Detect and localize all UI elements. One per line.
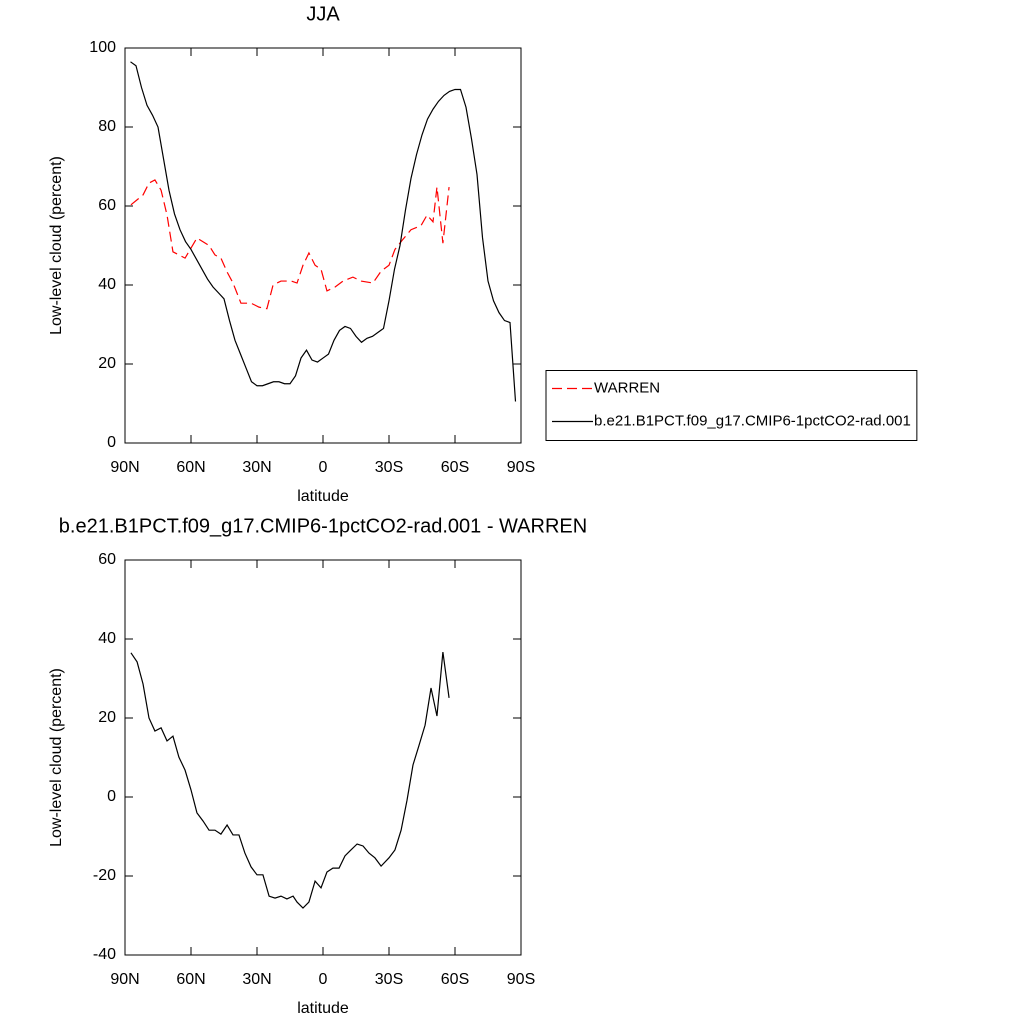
y-tick-label: 60 <box>98 197 116 214</box>
y-tick-label: 20 <box>98 355 116 372</box>
y-axis-label: Low-level cloud (percent) <box>48 668 65 847</box>
y-tick-label: 100 <box>89 39 116 56</box>
x-tick-label: 30N <box>242 971 271 988</box>
x-tick-label: 90N <box>110 459 139 476</box>
x-tick-label: 30S <box>375 971 403 988</box>
y-axis-label: Low-level cloud (percent) <box>48 156 65 335</box>
x-tick-label: 90S <box>507 971 535 988</box>
y-tick-label: 80 <box>98 118 116 135</box>
legend-label: WARREN <box>594 379 660 396</box>
y-tick-label: 0 <box>107 434 116 451</box>
x-axis-label: latitude <box>297 1000 349 1017</box>
y-tick-label: 40 <box>98 630 116 647</box>
chart-title: b.e21.B1PCT.f09_g17.CMIP6-1pctCO2-rad.00… <box>59 515 587 537</box>
x-tick-label: 60S <box>441 971 469 988</box>
x-tick-label: 60N <box>176 971 205 988</box>
y-tick-label: 40 <box>98 276 116 293</box>
x-tick-label: 0 <box>319 459 328 476</box>
x-tick-label: 90S <box>507 459 535 476</box>
legend-label: b.e21.B1PCT.f09_g17.CMIP6-1pctCO2-rad.00… <box>594 412 911 429</box>
x-tick-label: 60N <box>176 459 205 476</box>
chart-title: JJA <box>306 3 340 25</box>
x-tick-label: 30N <box>242 459 271 476</box>
legend: WARREN b.e21.B1PCT.f09_g17.CMIP6-1pctCO2-… <box>545 370 918 441</box>
y-tick-label: -20 <box>93 867 116 884</box>
x-tick-label: 90N <box>110 971 139 988</box>
data-line <box>130 61 517 402</box>
plot-frame <box>124 559 522 956</box>
x-tick-label: 30S <box>375 459 403 476</box>
data-line <box>130 651 450 909</box>
x-tick-label: 60S <box>441 459 469 476</box>
data-line <box>130 179 450 310</box>
plot-frame <box>124 47 522 444</box>
y-tick-label: 20 <box>98 709 116 726</box>
y-tick-label: 0 <box>107 788 116 805</box>
x-axis-label: latitude <box>297 488 349 505</box>
y-tick-label: -40 <box>93 946 116 963</box>
y-tick-label: 60 <box>98 551 116 568</box>
legend-box <box>545 370 918 441</box>
x-tick-label: 0 <box>319 971 328 988</box>
